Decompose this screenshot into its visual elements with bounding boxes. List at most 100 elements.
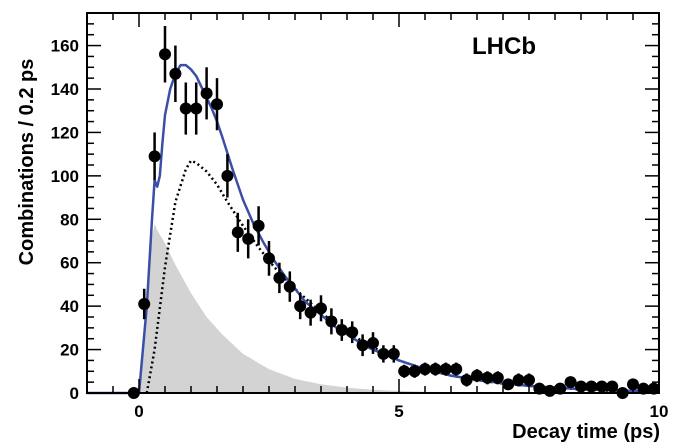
data-point — [315, 295, 327, 322]
data-marker — [450, 363, 463, 376]
data-point — [554, 382, 567, 395]
data-point — [512, 373, 525, 387]
data-marker — [471, 369, 483, 382]
data-marker — [460, 373, 473, 386]
data-point — [190, 82, 203, 135]
fit-curve-line — [87, 63, 660, 395]
data-point — [148, 132, 161, 181]
data-marker — [304, 306, 317, 319]
data-point — [595, 380, 608, 393]
data-marker — [367, 337, 379, 350]
data-point — [637, 382, 650, 395]
data-marker — [263, 252, 275, 265]
data-marker — [242, 232, 255, 245]
data-marker — [647, 382, 660, 395]
data-point — [159, 26, 171, 83]
data-marker — [273, 271, 286, 284]
y-tick-label: 80 — [60, 210, 79, 229]
data-marker — [221, 169, 234, 182]
data-point — [398, 364, 411, 378]
data-marker — [595, 380, 608, 393]
data-point — [543, 384, 556, 397]
data-point — [200, 67, 213, 120]
data-point — [460, 373, 473, 387]
data-marker — [502, 378, 515, 391]
y-tick-label: 40 — [60, 297, 79, 316]
data-marker — [429, 363, 442, 376]
data-marker — [169, 67, 182, 80]
data-point — [263, 241, 275, 276]
data-marker — [179, 102, 192, 115]
data-point — [294, 293, 307, 320]
data-point — [346, 321, 359, 344]
data-marker — [481, 371, 494, 384]
data-point — [471, 369, 483, 383]
data-marker — [283, 280, 296, 293]
data-point — [387, 345, 400, 363]
total-fit-curve — [87, 63, 660, 395]
data-point — [450, 362, 463, 376]
data-point — [242, 219, 255, 259]
data-point — [647, 382, 660, 395]
y-tick-label: 20 — [60, 341, 79, 360]
data-marker — [439, 363, 452, 376]
x-axis-ticks: 0 5 10 — [86, 13, 668, 421]
data-point — [533, 382, 546, 395]
data-marker — [356, 339, 369, 352]
data-marker — [294, 300, 307, 313]
x-axis-title: Decay time (ps) — [512, 421, 660, 443]
x-tick-label: 5 — [394, 402, 403, 421]
background-component-area — [139, 223, 659, 393]
data-marker — [398, 365, 411, 378]
data-marker — [627, 378, 639, 391]
data-marker — [533, 382, 546, 395]
data-marker — [408, 365, 421, 378]
data-point — [179, 82, 192, 135]
data-marker — [606, 380, 619, 393]
data-marker — [543, 384, 556, 397]
data-point — [429, 362, 442, 376]
data-point — [283, 271, 296, 302]
y-axis-ticks: 0 20 40 60 80 100 120 140 160 — [51, 12, 659, 403]
data-marker — [585, 380, 598, 393]
data-point — [211, 78, 223, 131]
y-tick-label: 0 — [70, 384, 79, 403]
data-point — [252, 206, 265, 246]
data-marker — [637, 382, 650, 395]
lhcb-label: LHCb — [472, 33, 536, 60]
data-point — [138, 288, 151, 320]
data-marker — [523, 373, 535, 386]
y-tick-label: 120 — [51, 123, 79, 142]
data-marker — [315, 302, 327, 315]
data-point — [491, 371, 504, 385]
data-point — [367, 332, 379, 354]
data-point — [231, 212, 244, 252]
data-marker — [377, 347, 390, 360]
data-point — [169, 45, 182, 103]
data-marker — [325, 315, 338, 328]
background-area-shape — [139, 223, 659, 393]
data-point — [606, 380, 619, 393]
data-marker — [211, 98, 223, 111]
y-axis-title: Combinations / 0.2 ps — [16, 59, 38, 266]
data-marker — [231, 226, 244, 239]
data-marker — [491, 371, 504, 384]
data-marker — [387, 347, 400, 360]
data-marker — [554, 382, 567, 395]
data-marker — [419, 363, 431, 376]
data-point — [304, 299, 317, 326]
data-marker — [335, 324, 348, 337]
data-point — [585, 380, 598, 393]
data-point — [325, 308, 338, 335]
data-point — [408, 364, 421, 378]
y-tick-label: 140 — [51, 80, 79, 99]
data-marker — [512, 373, 525, 386]
data-marker — [159, 48, 171, 61]
data-point — [356, 334, 369, 357]
data-point — [523, 373, 535, 387]
data-point — [481, 371, 494, 385]
data-point — [564, 376, 577, 389]
data-point — [439, 362, 452, 376]
data-point — [377, 345, 390, 363]
